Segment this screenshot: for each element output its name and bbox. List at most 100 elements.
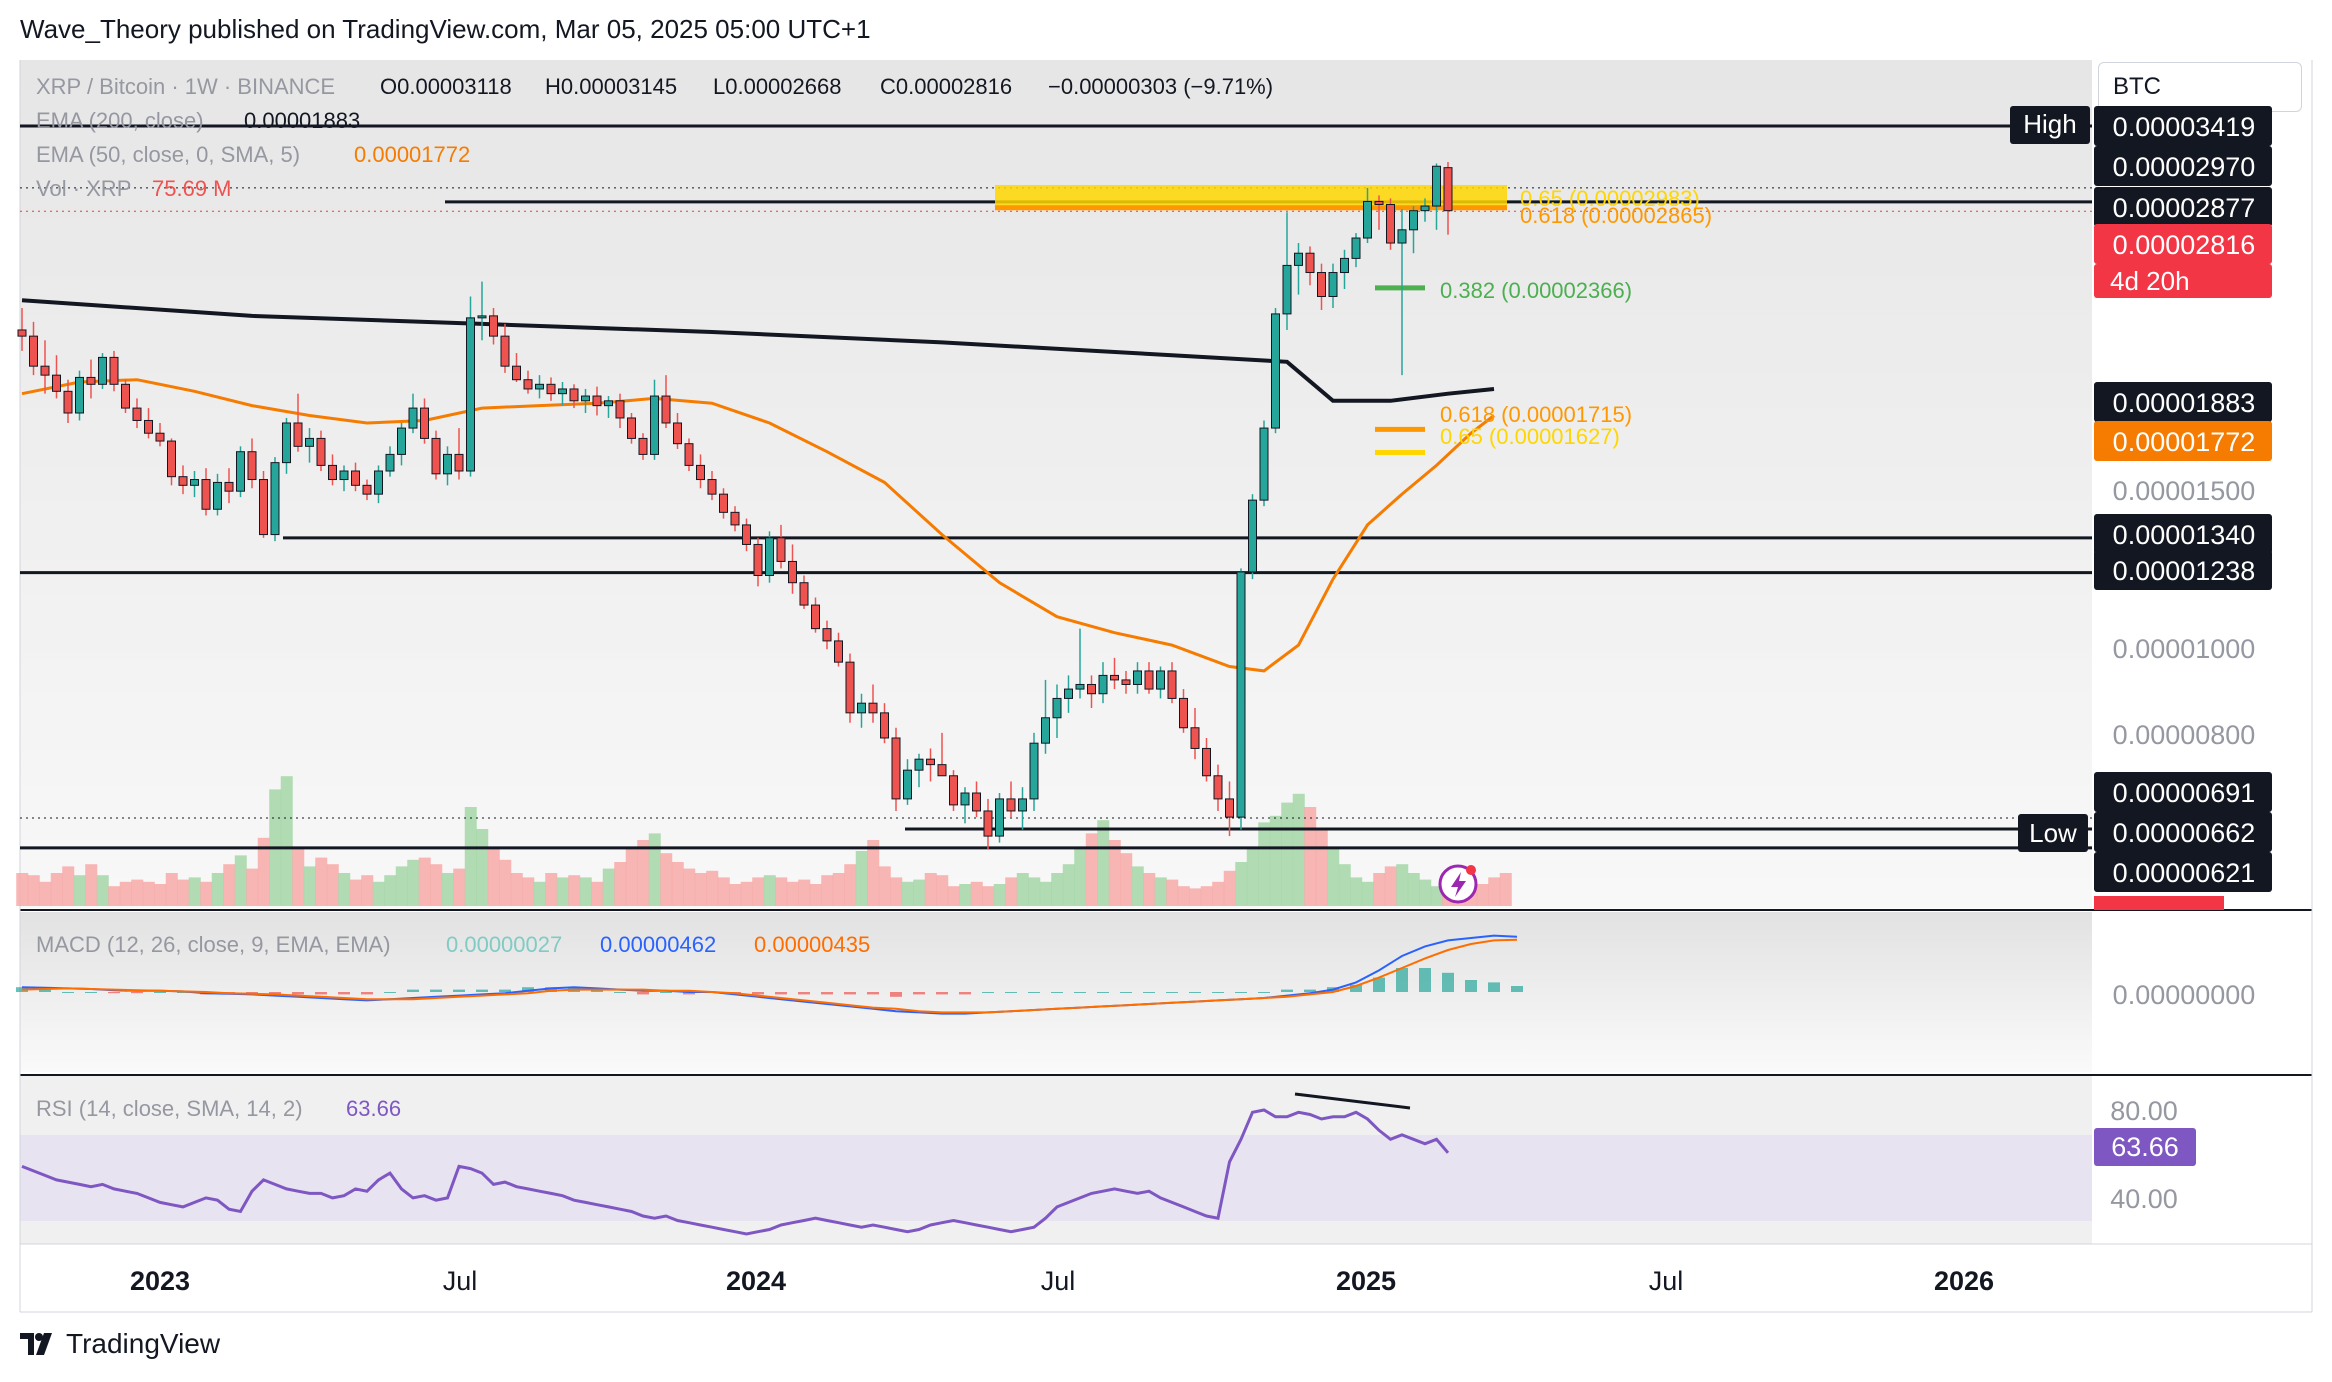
candle-body bbox=[1443, 167, 1453, 212]
volume-bar bbox=[430, 864, 443, 906]
candle bbox=[351, 462, 360, 492]
time-label-jul-2023: Jul bbox=[443, 1266, 478, 1296]
volume-bar bbox=[855, 851, 868, 906]
candle bbox=[972, 781, 981, 818]
macd-hist-bar bbox=[1258, 992, 1270, 993]
candle bbox=[684, 438, 694, 472]
volume-bar bbox=[1246, 848, 1259, 906]
macd-hist-bar bbox=[85, 992, 97, 993]
candle bbox=[926, 748, 935, 782]
time-label-2023: 2023 bbox=[130, 1266, 190, 1296]
candle bbox=[845, 653, 855, 723]
macd-hist-bar bbox=[959, 992, 971, 995]
price-tag: 0.00001340 bbox=[2113, 520, 2256, 550]
candle-body bbox=[1075, 683, 1085, 690]
candle-body bbox=[1294, 252, 1303, 266]
volume-bar bbox=[1189, 888, 1202, 906]
candle bbox=[1156, 666, 1165, 699]
candle-body bbox=[1006, 798, 1016, 812]
candle bbox=[569, 384, 579, 409]
candle-body bbox=[1305, 252, 1315, 274]
candle-body bbox=[213, 481, 222, 510]
legend-low: L0.00002668 bbox=[713, 74, 841, 99]
legend-symbol: XRP / Bitcoin · 1W · BINANCE bbox=[36, 74, 335, 99]
candle bbox=[1248, 494, 1257, 580]
macd-hist-bar bbox=[1465, 980, 1477, 992]
currency-selector[interactable]: BTC bbox=[2098, 62, 2302, 112]
volume-bar bbox=[119, 881, 132, 906]
candle-body bbox=[1041, 717, 1050, 744]
volume-bar bbox=[453, 868, 466, 906]
macd-hist-bar bbox=[1051, 992, 1063, 993]
price-tag: 0.00002877 bbox=[2113, 193, 2256, 223]
candle bbox=[891, 727, 901, 811]
price-tag-bg bbox=[2094, 550, 2272, 590]
legend-open: O0.00003118 bbox=[380, 74, 512, 99]
candle-body bbox=[1340, 257, 1349, 274]
candle bbox=[236, 446, 245, 498]
volume-bar bbox=[924, 873, 937, 906]
volume-bar bbox=[292, 848, 305, 906]
macd-hist-bar bbox=[545, 987, 557, 992]
macd-hist-bar bbox=[1074, 992, 1086, 993]
macd-hist-bar bbox=[1442, 972, 1454, 992]
rsi-40-label: 40.00 bbox=[2110, 1184, 2178, 1214]
currency-label: BTC bbox=[2113, 73, 2161, 100]
volume-bar bbox=[890, 877, 903, 906]
candle bbox=[86, 359, 96, 399]
macd-hist-bar bbox=[798, 992, 810, 995]
candle-body bbox=[949, 775, 958, 806]
volume-bar bbox=[1062, 864, 1075, 906]
candle-body bbox=[1248, 499, 1257, 573]
volume-bar bbox=[1166, 879, 1179, 906]
candle bbox=[362, 479, 372, 501]
candle-body bbox=[431, 437, 441, 475]
candle-body bbox=[1121, 679, 1131, 685]
volume-bar bbox=[809, 884, 822, 906]
candle bbox=[535, 375, 544, 399]
candle bbox=[995, 793, 1004, 843]
volume-bar bbox=[694, 873, 707, 906]
macd-hist-bar bbox=[775, 992, 787, 995]
tradingview-logo[interactable]: TradingView bbox=[20, 1328, 220, 1360]
fib-label-0618-top: 0.618 (0.00002865) bbox=[1520, 203, 1712, 228]
candle bbox=[1052, 684, 1062, 738]
volume-bar bbox=[556, 877, 569, 906]
volume-bar bbox=[1235, 862, 1248, 906]
candle bbox=[1294, 243, 1303, 295]
candle-body bbox=[259, 479, 268, 536]
volume-bar bbox=[338, 873, 351, 906]
legend-rsi-value: 63.66 bbox=[346, 1096, 401, 1121]
candle bbox=[247, 438, 257, 489]
candle-body bbox=[604, 400, 613, 407]
candle bbox=[546, 377, 556, 401]
candle bbox=[1374, 195, 1384, 230]
volume-bar bbox=[246, 868, 259, 906]
price-axis[interactable]: 0.00003419 0.00002970 0.00002877 0.00002816… bbox=[2094, 106, 2272, 1214]
candle bbox=[592, 386, 602, 416]
volume-bar bbox=[1097, 820, 1110, 906]
candle-body bbox=[144, 419, 153, 434]
candle bbox=[558, 382, 567, 406]
candle-body bbox=[569, 388, 579, 402]
macd-indicator bbox=[16, 934, 1523, 1015]
candle-body bbox=[730, 511, 740, 526]
candle-body bbox=[362, 484, 372, 495]
candle-body bbox=[236, 451, 245, 492]
volume-bar bbox=[326, 864, 339, 906]
candle bbox=[454, 428, 464, 480]
candle bbox=[822, 620, 832, 650]
volume-bar bbox=[499, 859, 512, 906]
volume-bar bbox=[660, 853, 673, 906]
candle bbox=[305, 428, 314, 463]
candle bbox=[109, 350, 119, 392]
volume-bar bbox=[1212, 881, 1225, 906]
candle bbox=[1328, 263, 1338, 309]
fib-label-0382: 0.382 (0.00002366) bbox=[1440, 278, 1632, 303]
candle-body bbox=[305, 437, 314, 447]
candle-body bbox=[155, 432, 165, 442]
volume-bar bbox=[625, 846, 638, 906]
flash-icon[interactable] bbox=[1438, 864, 1478, 904]
rsi-80-label: 80.00 bbox=[2110, 1096, 2178, 1126]
